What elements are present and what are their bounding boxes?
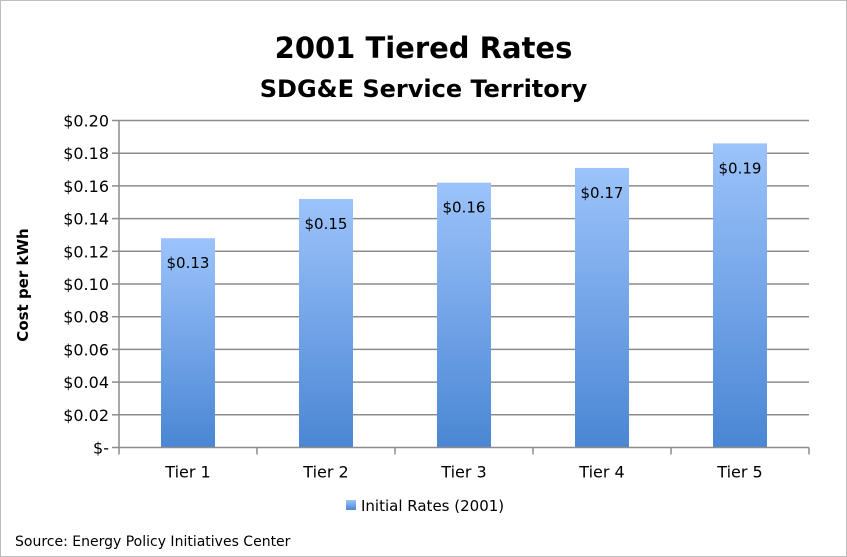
y-tick-label: $0.04	[63, 373, 109, 392]
data-label: $0.16	[443, 199, 486, 217]
data-label: $0.19	[719, 159, 762, 177]
data-label: $0.15	[305, 215, 348, 233]
legend: Initial Rates (2001)	[346, 497, 504, 515]
bar	[437, 182, 491, 448]
y-tick-label: $0.02	[63, 406, 109, 425]
y-tick-label: $0.06	[63, 340, 109, 359]
y-tick-label: $0.08	[63, 308, 109, 327]
data-label: $0.17	[581, 184, 624, 202]
source-note: Source: Energy Policy Initiatives Center	[15, 534, 291, 550]
x-tick-label: Tier 3	[440, 463, 486, 482]
y-tick-label: $-	[93, 439, 109, 458]
y-tick-label: $0.20	[63, 112, 109, 131]
y-tick-label: $0.18	[63, 144, 109, 163]
y-tick-label: $0.16	[63, 177, 109, 196]
x-tick-label: Tier 1	[164, 463, 210, 482]
bar	[575, 167, 629, 448]
x-tick-label: Tier 4	[578, 463, 624, 482]
chart-subtitle: SDG&E Service Territory	[259, 75, 588, 103]
bar	[161, 238, 215, 448]
x-tick-label: Tier 5	[716, 463, 762, 482]
bar	[299, 198, 353, 448]
y-tick-label: $0.14	[63, 210, 109, 229]
y-axis-label: Cost per kWh	[14, 228, 32, 341]
chart-title: 2001 Tiered Rates	[274, 31, 573, 65]
legend-swatch	[346, 500, 356, 510]
data-label: $0.13	[167, 254, 210, 272]
legend-label: Initial Rates (2001)	[361, 497, 504, 515]
y-tick-label: $0.12	[63, 242, 109, 261]
x-tick-label: Tier 2	[302, 463, 348, 482]
bar	[713, 143, 767, 448]
y-tick-label: $0.10	[63, 275, 109, 294]
